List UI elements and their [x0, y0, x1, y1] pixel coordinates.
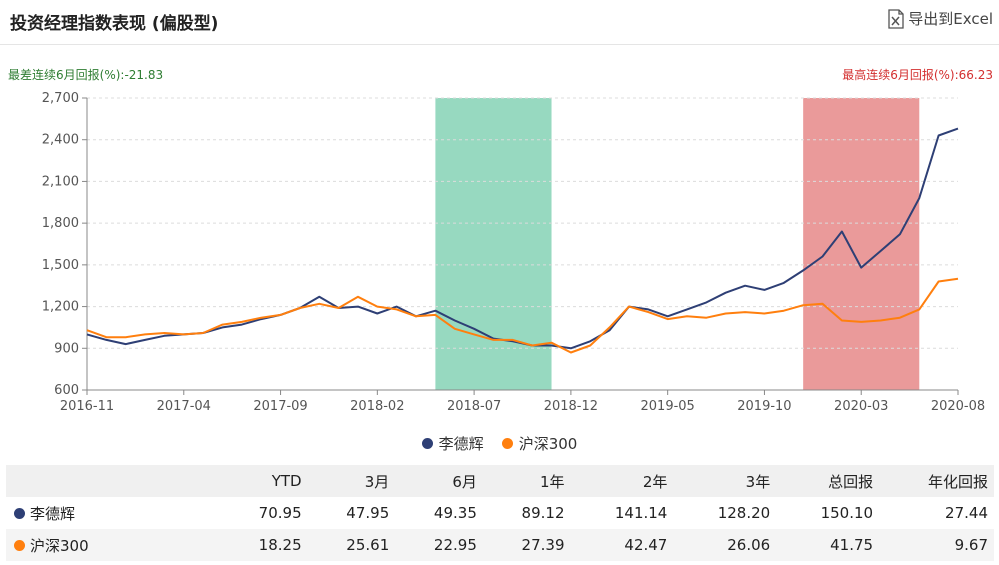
x-tick-label: 2018-07 — [447, 399, 501, 414]
table-cell: 47.95 — [307, 497, 396, 529]
worst-6m-return: 最差连续6月回报(%):-21.83 — [8, 66, 163, 83]
best-6m-label: 最高连续6月回报(%): — [842, 68, 959, 82]
series-line-index — [86, 277, 959, 354]
legend-label-index: 沪深300 — [518, 435, 578, 453]
column-header: 3年 — [673, 465, 777, 497]
best-6m-value: 66.23 — [958, 68, 993, 82]
row-dot-index — [14, 539, 25, 551]
x-tick-label: 2019-05 — [641, 399, 695, 414]
x-tick-label: 2020-08 — [931, 399, 985, 414]
table-cell: 22.95 — [395, 529, 483, 561]
returns-table: YTD 3月 6月 1年 2年 3年 总回报 年化回报 李德辉 70.95 47… — [6, 465, 994, 561]
table-cell: 70.95 — [220, 497, 308, 529]
row-name-cell: 李德辉 — [6, 497, 220, 529]
x-tick-label: 2017-04 — [157, 399, 211, 414]
y-tick-label: 1,500 — [42, 258, 79, 273]
table-cell: 27.44 — [879, 497, 994, 529]
legend-item-index[interactable]: 沪深300 — [501, 433, 578, 454]
table-cell: 27.39 — [482, 529, 571, 561]
x-tick-label: 2016-11 — [60, 399, 114, 414]
x-tick-label: 2019-10 — [737, 399, 791, 414]
table-cell: 89.12 — [482, 497, 571, 529]
export-label: 导出到Excel — [908, 10, 993, 28]
row-name: 沪深300 — [30, 536, 89, 555]
row-dot-manager — [14, 507, 25, 519]
chart-legend: 李德辉 沪深300 — [0, 433, 999, 454]
x-tick-label: 2018-02 — [350, 399, 404, 414]
legend-label-manager: 李德辉 — [438, 435, 484, 453]
column-header: 1年 — [482, 465, 571, 497]
table-cell: 42.47 — [570, 529, 674, 561]
performance-line-chart: 600 900 1,200 1,500 1,800 2,100 2,400 2,700 2016… — [42, 91, 985, 414]
excel-export-icon — [888, 8, 904, 29]
legend-dot-index — [501, 438, 513, 449]
column-header: 总回报 — [776, 465, 880, 497]
worst-period-band — [435, 98, 552, 390]
page-title: 投资经理指数表现 (偏股型) — [10, 14, 219, 34]
column-header: YTD — [220, 465, 308, 497]
column-header: 3月 — [307, 465, 396, 497]
table-cell: 128.20 — [673, 497, 777, 529]
table-cell: 18.25 — [220, 529, 308, 561]
table-header-row: YTD 3月 6月 1年 2年 3年 总回报 年化回报 — [6, 465, 994, 497]
x-tick-label: 2017-09 — [253, 399, 307, 414]
legend-dot-manager — [421, 438, 433, 449]
column-header: 年化回报 — [879, 465, 994, 497]
row-name-cell: 沪深300 — [6, 529, 220, 561]
y-tick-label: 600 — [54, 383, 79, 398]
table-cell: 150.10 — [776, 497, 880, 529]
header-bar: 投资经理指数表现 (偏股型) 导出到Excel — [0, 0, 999, 45]
table-cell: 26.06 — [673, 529, 777, 561]
column-header — [6, 465, 220, 497]
column-header: 6月 — [395, 465, 483, 497]
y-tick-label: 2,700 — [42, 91, 79, 106]
table-cell: 9.67 — [879, 529, 994, 561]
legend-item-manager[interactable]: 李德辉 — [421, 433, 484, 454]
x-tick-label: 2020-03 — [834, 399, 888, 414]
worst-6m-value: -21.83 — [124, 68, 164, 82]
worst-6m-label: 最差连续6月回报(%): — [8, 68, 125, 82]
row-name: 李德辉 — [30, 504, 76, 523]
best-period-band — [803, 98, 920, 390]
table-row: 沪深300 18.25 25.61 22.95 27.39 42.47 26.0… — [6, 529, 994, 561]
x-tick-label: 2018-12 — [544, 399, 598, 414]
table-cell: 25.61 — [307, 529, 396, 561]
best-6m-return: 最高连续6月回报(%):66.23 — [842, 66, 993, 83]
y-tick-label: 2,400 — [42, 133, 79, 148]
table-cell: 141.14 — [570, 497, 674, 529]
table-row: 李德辉 70.95 47.95 49.35 89.12 141.14 128.2… — [6, 497, 994, 529]
table-cell: 41.75 — [776, 529, 880, 561]
y-tick-label: 900 — [54, 341, 79, 356]
y-tick-label: 2,100 — [42, 174, 79, 189]
y-tick-label: 1,200 — [42, 300, 79, 315]
column-header: 2年 — [570, 465, 674, 497]
table-cell: 49.35 — [395, 497, 483, 529]
y-tick-label: 1,800 — [42, 216, 79, 231]
export-excel-button[interactable]: 导出到Excel — [888, 8, 993, 29]
